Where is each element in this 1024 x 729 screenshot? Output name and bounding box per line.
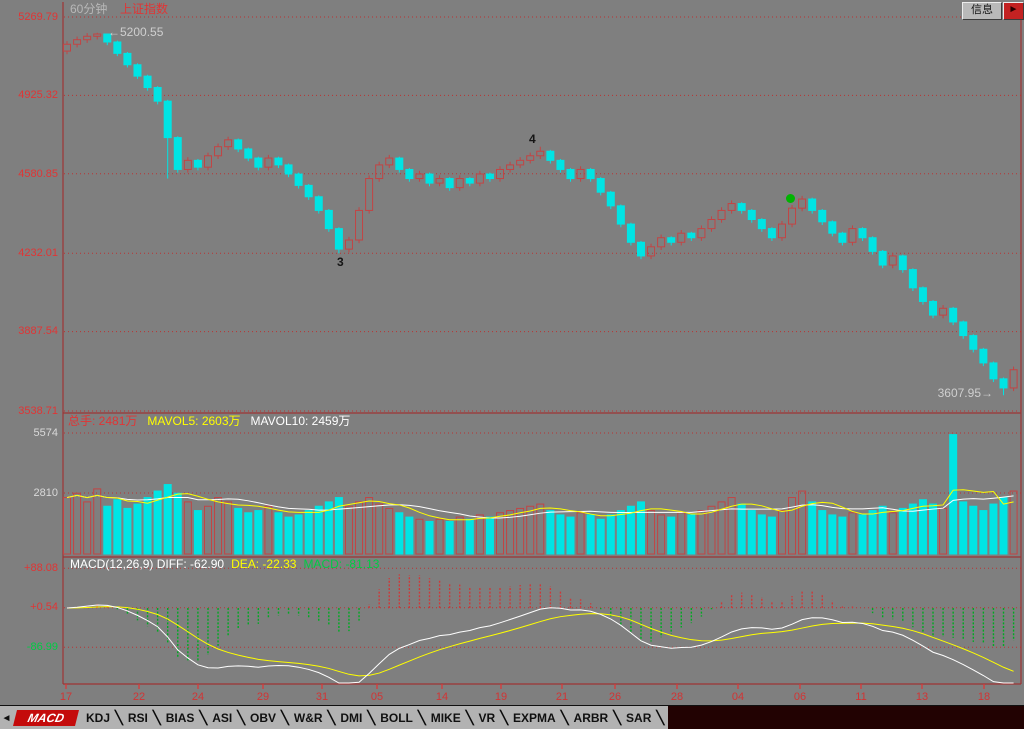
tab-divider: ╲ — [237, 710, 246, 725]
x-tick-label: 31 — [315, 691, 329, 703]
x-tick-label: 14 — [435, 691, 449, 703]
x-tick-label: 13 — [915, 691, 929, 703]
x-tick-label: 11 — [855, 691, 867, 703]
high-price-annotation: ←5200.55 — [108, 25, 164, 39]
tab-scroll-left-icon[interactable]: ◄ — [1, 712, 12, 724]
macd-axis-label: +0.54 — [30, 601, 58, 613]
tab-kdj[interactable]: KDJ — [86, 711, 111, 725]
tab-divider: ╲ — [613, 710, 622, 725]
tab-expma[interactable]: EXPMA — [513, 711, 556, 725]
tab-macd[interactable]: MACD — [13, 710, 79, 726]
tab-wr[interactable]: W&R — [293, 711, 323, 725]
x-tick-label: 18 — [977, 691, 991, 703]
price-axis-label: 3887.54 — [18, 325, 58, 337]
x-tick-label: 22 — [132, 691, 146, 703]
tab-divider: ╲ — [367, 710, 376, 725]
x-tick-label: 29 — [256, 691, 270, 703]
macd-axis-label: +88.08 — [24, 562, 58, 574]
exit-arrow-icon[interactable]: ► — [1003, 2, 1024, 20]
tab-bias[interactable]: BIAS — [165, 711, 195, 725]
macd-value-label: MACD: -81.13 — [303, 557, 380, 571]
macd-title-label: MACD(12,26,9) DIFF: -62.90 — [70, 557, 225, 571]
tab-divider: ╲ — [152, 710, 161, 725]
tab-divider: ╲ — [656, 710, 665, 725]
volume-total-label: 总手: 2481万 — [68, 414, 138, 428]
tab-divider: ╲ — [500, 710, 509, 725]
mavol10-label: MAVOL10: 2459万 — [250, 414, 351, 428]
wave-count-4: 4 — [529, 132, 536, 146]
x-tick-label: 24 — [191, 691, 205, 703]
price-axis-label: 4580.85 — [18, 168, 58, 180]
x-tick-label: 05 — [370, 691, 384, 703]
tab-mike[interactable]: MIKE — [430, 711, 461, 725]
tab-divider: ╲ — [560, 710, 569, 725]
timeframe-label[interactable]: 60分钟 — [70, 2, 108, 16]
tab-divider: ╲ — [281, 710, 289, 725]
price-axis-label: 4925.32 — [18, 89, 58, 101]
tab-rsi[interactable]: RSI — [127, 711, 148, 725]
x-tick-label: 17 — [59, 691, 73, 703]
indicator-tabs-strip: ◄ MACD KDJ ╲ RSI ╲ BIAS ╲ ASI ╲ OBV ╲ W&R ╲ DMI ╲ BOLL ╲ M… — [0, 706, 669, 729]
tab-asi[interactable]: ASI — [212, 711, 233, 725]
macd-axis-label: -86.99 — [26, 641, 58, 653]
dea-value-label: DEA: -22.33 — [231, 557, 297, 571]
x-tick-label: 06 — [793, 691, 807, 703]
tab-arbr[interactable]: ARBR — [573, 711, 609, 725]
x-tick-label: 04 — [731, 691, 745, 703]
tab-divider: ╲ — [115, 710, 123, 725]
tab-divider: ╲ — [199, 710, 208, 725]
volume-axis-label: 2810 — [33, 487, 58, 499]
price-axis-label: 3538.71 — [18, 405, 58, 417]
tab-divider: ╲ — [417, 710, 426, 725]
buy-signal-dot — [786, 194, 795, 203]
tab-divider: ╲ — [465, 710, 474, 725]
x-tick-label: 21 — [555, 691, 569, 703]
x-tick-label: 26 — [608, 691, 622, 703]
symbol-title[interactable]: 上证指数 — [120, 2, 169, 16]
x-tick-label: 28 — [670, 691, 684, 703]
price-axis-label: 4232.01 — [18, 247, 58, 259]
tab-vr[interactable]: VR — [478, 711, 496, 725]
tab-obv[interactable]: OBV — [250, 711, 277, 725]
tab-divider: ╲ — [327, 710, 336, 725]
indicator-tab-bar: ◄ MACD KDJ ╲ RSI ╲ BIAS ╲ ASI ╲ OBV ╲ W&R ╲ DMI ╲ BOLL ╲ M… — [0, 705, 1024, 729]
info-button[interactable]: 信息 — [962, 2, 1002, 20]
mavol5-label: MAVOL5: 2603万 — [147, 414, 241, 428]
tab-dmi[interactable]: DMI — [340, 711, 363, 725]
tab-sar[interactable]: SAR — [626, 711, 652, 725]
x-tick-label: 19 — [494, 691, 508, 703]
price-axis-label: 5269.79 — [18, 11, 58, 23]
tab-boll[interactable]: BOLL — [380, 711, 413, 725]
low-price-annotation: 3607.95→ — [937, 386, 993, 400]
volume-axis-label: 5574 — [33, 427, 58, 439]
wave-count-3: 3 — [337, 255, 344, 269]
